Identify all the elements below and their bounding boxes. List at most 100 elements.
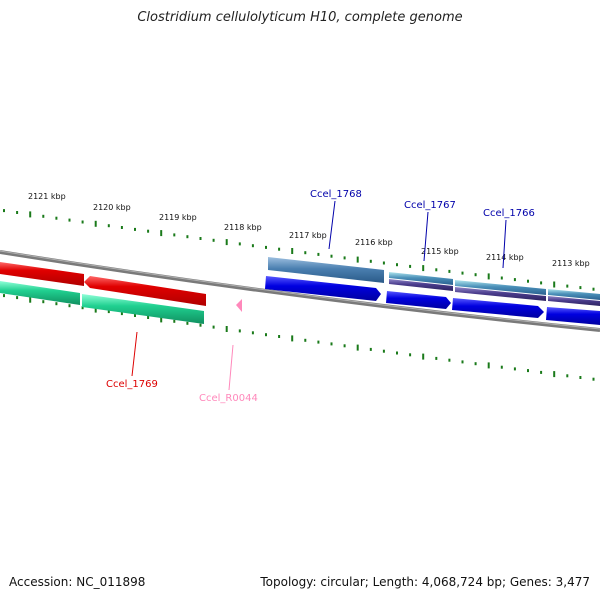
topology-text: Topology: circular; Length: 4,068,724 bp… [260, 575, 590, 589]
gene-feature-blue-arrow-2[interactable] [386, 291, 451, 309]
gene-feature-teal-right[interactable] [82, 294, 204, 324]
tick-label-2117: 2117 kbp [289, 231, 327, 240]
leader-ccel-1766 [502, 219, 507, 269]
minor-tick [500, 365, 503, 369]
minor-tick [42, 214, 45, 218]
minor-tick [81, 306, 84, 310]
gene-feature-red-left[interactable] [0, 262, 84, 286]
major-tick [356, 344, 359, 351]
minor-tick [251, 244, 254, 248]
minor-tick [3, 209, 5, 213]
gene-feature-teal-left[interactable] [0, 281, 80, 305]
gene-label-ccel-r0044[interactable]: Ccel_R0044 [199, 393, 258, 404]
minor-tick [317, 252, 320, 256]
minor-tick [120, 312, 123, 316]
minor-tick [173, 319, 176, 323]
rna-feature-ccel-r0044[interactable] [236, 299, 242, 312]
major-tick [356, 256, 359, 263]
major-tick [160, 316, 163, 323]
minor-tick [238, 329, 241, 333]
tick-label-2114: 2114 kbp [486, 253, 524, 262]
minor-tick [448, 269, 451, 273]
gene-label-leaders [131, 200, 507, 391]
minor-tick [304, 338, 307, 342]
tick-label-2121: 2121 kbp [28, 192, 66, 201]
gene-label-ccel-1768[interactable]: Ccel_1768 [310, 189, 362, 200]
minor-tick [382, 261, 385, 265]
gene-feature-ccel-1768[interactable] [268, 257, 384, 283]
major-tick [94, 306, 97, 313]
tick-label-2119: 2119 kbp [159, 213, 197, 222]
gene-feature-next-lower[interactable] [548, 296, 600, 306]
minor-tick [369, 259, 372, 263]
major-tick [487, 362, 490, 369]
minor-tick [186, 321, 189, 325]
minor-tick [566, 374, 569, 378]
gene-feature-blue-arrow-1[interactable] [265, 276, 381, 301]
tick-label-2120: 2120 kbp [93, 203, 131, 212]
leader-ccel-r0044 [228, 344, 234, 391]
major-tick [291, 248, 294, 254]
gene-feature-blue-arrow-3[interactable] [452, 298, 544, 318]
minor-tick [199, 323, 202, 327]
major-tick [422, 265, 425, 272]
gene-feature-ccel-1766-upper[interactable] [455, 280, 546, 295]
minor-tick [409, 353, 412, 357]
major-tick [553, 371, 556, 378]
minor-tick [343, 256, 346, 260]
outer-tick-ring [3, 209, 595, 291]
tick-label-2118: 2118 kbp [224, 223, 262, 232]
gene-label-ccel-1767[interactable]: Ccel_1767 [404, 200, 456, 211]
tick-label-2113: 2113 kbp [552, 259, 590, 268]
map-title: Clostridium cellulolyticum H10, complete… [137, 10, 463, 25]
major-tick [225, 326, 228, 332]
genome-backbone [0, 250, 600, 332]
inner-tick-ring [3, 294, 595, 381]
gene-feature-blue-arrow-4[interactable] [546, 307, 600, 325]
minor-tick [461, 360, 464, 364]
gene-labels: Ccel_1768 Ccel_1767 Ccel_1766 Ccel_1769 … [106, 189, 535, 404]
minor-tick [461, 271, 464, 275]
tick-label-2116: 2116 kbp [355, 238, 393, 247]
forward-strand-track [0, 257, 600, 306]
tick-labels: 2121 kbp 2120 kbp 2119 kbp 2118 kbp 2117… [28, 192, 590, 268]
minor-tick [3, 294, 5, 298]
minor-tick [81, 220, 84, 224]
minor-tick [55, 302, 58, 306]
minor-tick [199, 237, 202, 240]
minor-tick [579, 376, 582, 379]
gene-label-ccel-1769[interactable]: Ccel_1769 [106, 379, 158, 390]
minor-tick [448, 358, 451, 362]
minor-tick [435, 268, 438, 272]
minor-tick [304, 251, 307, 255]
gene-feature-ccel-1767-upper[interactable] [389, 272, 453, 285]
major-tick [29, 211, 32, 218]
leader-ccel-1768 [328, 200, 336, 250]
minor-tick [579, 286, 582, 290]
major-tick [553, 281, 556, 288]
minor-tick [540, 281, 543, 285]
gene-feature-ccel-1766-lower[interactable] [455, 287, 546, 301]
minor-tick [540, 370, 543, 374]
gene-feature-ccel-1767-lower[interactable] [389, 279, 453, 291]
minor-tick [317, 340, 320, 344]
minor-tick [474, 273, 477, 277]
minor-tick [238, 242, 241, 246]
major-tick [487, 273, 490, 280]
gene-feature-next-upper[interactable] [548, 289, 600, 300]
minor-tick [330, 254, 333, 258]
minor-tick [134, 227, 136, 231]
minor-tick [513, 278, 516, 282]
gene-label-ccel-1766[interactable]: Ccel_1766 [483, 208, 535, 219]
minor-tick [107, 310, 110, 314]
reverse-strand-track [0, 276, 600, 325]
gene-feature-red-right[interactable] [84, 276, 206, 306]
minor-tick [265, 333, 267, 337]
minor-tick [409, 264, 412, 268]
major-tick [225, 239, 228, 246]
minor-tick [278, 247, 281, 251]
leader-ccel-1769 [131, 331, 138, 377]
major-tick [291, 335, 294, 342]
